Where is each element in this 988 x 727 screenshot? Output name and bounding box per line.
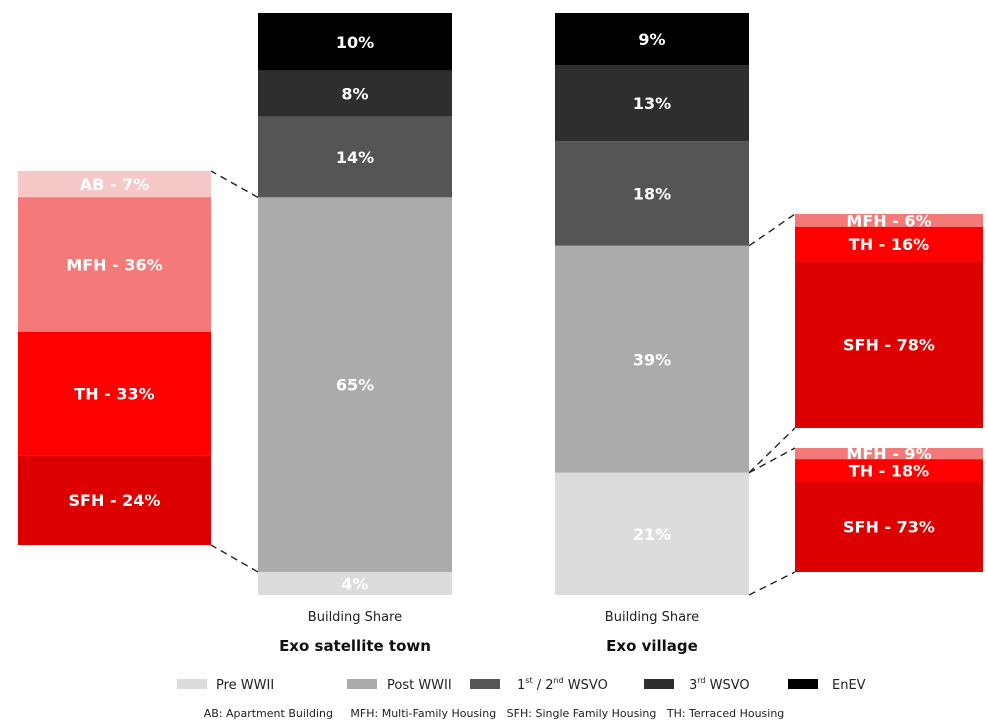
bar-segment-label: 8% [341, 85, 368, 104]
bar-segment [555, 13, 749, 66]
bar-segment-label: 9% [638, 30, 665, 49]
bar-segment [258, 571, 452, 595]
bar-segment-label: 21% [633, 525, 671, 544]
bar-segment [555, 472, 749, 595]
legend-label-sup: nd [554, 676, 564, 685]
legend-label: 3rd WSVO [689, 676, 750, 693]
stacked-bars: 10% 8% 14% 65% 4% 9% 13% 18% 39% 21% [258, 13, 749, 595]
legend-label-part: 1 [517, 678, 525, 693]
breakdown-segment-label: SFH - 73% [843, 518, 935, 537]
legend: Pre WWII Post WWII 1st / 2nd WSVO 3rd WS… [177, 676, 866, 693]
breakdown-segment-label: SFH - 24% [69, 491, 161, 510]
breakdown-segment-label: TH - 18% [849, 461, 929, 480]
breakdown-segment [795, 261, 983, 428]
bar-caption-village: Building Share Exo village [605, 610, 699, 655]
breakdown-segment [795, 459, 983, 482]
connector-line [748, 427, 796, 474]
legend-label-part: 3 [689, 678, 697, 693]
breakdown-segment-label: TH - 33% [74, 385, 154, 404]
bar-segment-label: 14% [336, 148, 374, 167]
bar-segment [555, 245, 749, 473]
bar-segment-label: 10% [336, 33, 374, 52]
footnote: AB: Apartment Building MFH: Multi-Family… [204, 707, 785, 720]
legend-label: Pre WWII [216, 678, 274, 693]
legend-swatch [788, 679, 818, 689]
bar-segment-label: 4% [341, 574, 368, 593]
legend-label-part: WSVO [564, 678, 608, 693]
legend-swatch [470, 679, 500, 689]
breakdown-segment [18, 331, 211, 456]
breakdown-segment-label: MFH - 6% [846, 211, 931, 230]
bar-segment [555, 141, 749, 246]
bar-segment [258, 116, 452, 198]
bar-sublabel: Building Share [308, 610, 402, 625]
legend-label-sup: st [525, 676, 532, 685]
connector-line [210, 170, 259, 199]
bar-segment [258, 197, 452, 572]
breakdown-segment-label: MFH - 9% [846, 445, 931, 464]
breakdown-segment-label: TH - 16% [849, 235, 929, 254]
legend-label-part: / 2 [533, 678, 554, 693]
legend-swatch [644, 679, 674, 689]
bar-segment [555, 65, 749, 142]
breakdown-segment [18, 455, 211, 545]
bar-segment-label: 39% [633, 350, 671, 369]
bar-segment-label: 65% [336, 376, 374, 395]
bar-label: Exo satellite town [279, 637, 431, 655]
bar-segment-label: 18% [633, 184, 671, 203]
connector-line [210, 544, 259, 573]
legend-label: 1st / 2nd WSVO [517, 676, 608, 693]
connector-line [748, 571, 796, 596]
bar-sublabel: Building Share [605, 610, 699, 625]
legend-label: Post WWII [387, 678, 452, 693]
breakdown-segment [795, 481, 983, 572]
breakdown-segment [18, 197, 211, 332]
bar-caption-satellite: Building Share Exo satellite town [279, 610, 431, 655]
legend-label: EnEV [832, 678, 866, 693]
legend-label-sup: rd [697, 676, 705, 685]
breakdown-segment-label: MFH - 36% [66, 256, 162, 275]
bar-segment [258, 70, 452, 117]
breakdown-boxes: AB - 7% MFH - 36% TH - 33% SFH - 24% MFH - 6… [18, 171, 983, 572]
connector-line [748, 213, 796, 247]
legend-swatch [177, 679, 207, 689]
breakdown-segment [795, 226, 983, 262]
bar-segment-label: 13% [633, 94, 671, 113]
legend-swatch [347, 679, 377, 689]
breakdown-segment [18, 171, 211, 198]
connector-lines [210, 170, 796, 596]
breakdown-segment [795, 214, 983, 227]
legend-label-part: WSVO [706, 678, 750, 693]
breakdown-segment [795, 448, 983, 460]
breakdown-segment-label: AB - 7% [80, 175, 150, 194]
bar-segment [258, 13, 452, 71]
bar-label: Exo village [606, 637, 698, 655]
connector-line [748, 447, 796, 474]
breakdown-segment-label: SFH - 78% [843, 336, 935, 355]
